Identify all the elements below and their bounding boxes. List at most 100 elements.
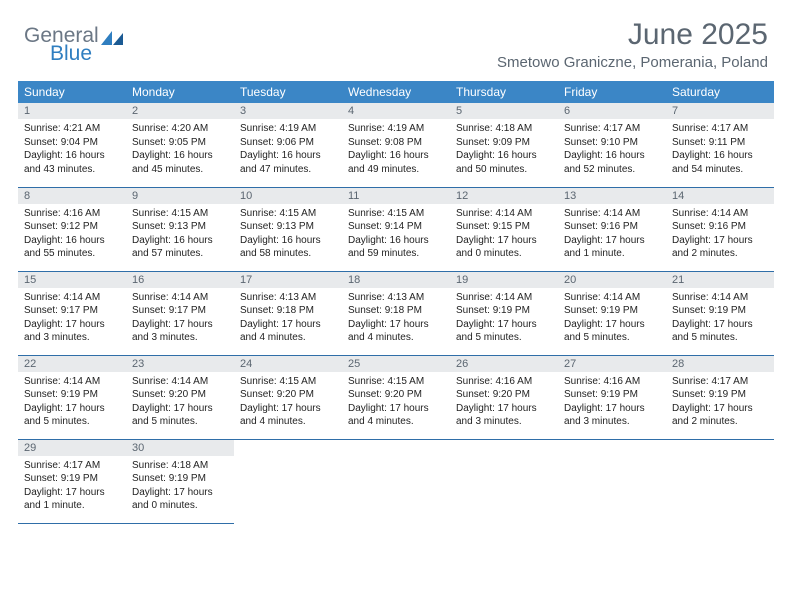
calendar-cell: 14Sunrise: 4:14 AMSunset: 9:16 PMDayligh… [666, 187, 774, 271]
day-number: 8 [18, 188, 126, 204]
calendar-header-row: SundayMondayTuesdayWednesdayThursdayFrid… [18, 81, 774, 103]
calendar-cell: 10Sunrise: 4:15 AMSunset: 9:13 PMDayligh… [234, 187, 342, 271]
calendar-cell [666, 439, 774, 523]
day-number: 9 [126, 188, 234, 204]
calendar-cell: 30Sunrise: 4:18 AMSunset: 9:19 PMDayligh… [126, 439, 234, 523]
day-number: 28 [666, 356, 774, 372]
day-details: Sunrise: 4:14 AMSunset: 9:16 PMDaylight:… [558, 204, 666, 265]
day-details: Sunrise: 4:16 AMSunset: 9:12 PMDaylight:… [18, 204, 126, 265]
day-number: 5 [450, 103, 558, 119]
calendar-cell: 27Sunrise: 4:16 AMSunset: 9:19 PMDayligh… [558, 355, 666, 439]
day-number: 10 [234, 188, 342, 204]
calendar-cell: 9Sunrise: 4:15 AMSunset: 9:13 PMDaylight… [126, 187, 234, 271]
day-details: Sunrise: 4:14 AMSunset: 9:19 PMDaylight:… [18, 372, 126, 433]
day-number: 3 [234, 103, 342, 119]
day-details: Sunrise: 4:14 AMSunset: 9:15 PMDaylight:… [450, 204, 558, 265]
day-details: Sunrise: 4:14 AMSunset: 9:19 PMDaylight:… [558, 288, 666, 349]
day-number: 27 [558, 356, 666, 372]
day-header: Saturday [666, 81, 774, 103]
day-details: Sunrise: 4:15 AMSunset: 9:14 PMDaylight:… [342, 204, 450, 265]
calendar-cell: 8Sunrise: 4:16 AMSunset: 9:12 PMDaylight… [18, 187, 126, 271]
day-details: Sunrise: 4:17 AMSunset: 9:19 PMDaylight:… [666, 372, 774, 433]
calendar-cell: 20Sunrise: 4:14 AMSunset: 9:19 PMDayligh… [558, 271, 666, 355]
day-header: Tuesday [234, 81, 342, 103]
calendar-cell: 2Sunrise: 4:20 AMSunset: 9:05 PMDaylight… [126, 103, 234, 187]
day-details: Sunrise: 4:17 AMSunset: 9:10 PMDaylight:… [558, 119, 666, 180]
calendar-cell: 29Sunrise: 4:17 AMSunset: 9:19 PMDayligh… [18, 439, 126, 523]
calendar-cell: 12Sunrise: 4:14 AMSunset: 9:15 PMDayligh… [450, 187, 558, 271]
calendar-cell [558, 439, 666, 523]
calendar-cell: 5Sunrise: 4:18 AMSunset: 9:09 PMDaylight… [450, 103, 558, 187]
header: GeneralBlue June 2025 Smetowo Graniczne,… [0, 0, 792, 75]
day-number: 25 [342, 356, 450, 372]
month-title: June 2025 [497, 18, 768, 52]
day-details: Sunrise: 4:16 AMSunset: 9:19 PMDaylight:… [558, 372, 666, 433]
day-details: Sunrise: 4:18 AMSunset: 9:19 PMDaylight:… [126, 456, 234, 517]
day-header: Thursday [450, 81, 558, 103]
title-block: June 2025 Smetowo Graniczne, Pomerania, … [497, 18, 768, 71]
day-header: Friday [558, 81, 666, 103]
calendar-week-row: 22Sunrise: 4:14 AMSunset: 9:19 PMDayligh… [18, 355, 774, 439]
day-number: 7 [666, 103, 774, 119]
calendar-cell: 11Sunrise: 4:15 AMSunset: 9:14 PMDayligh… [342, 187, 450, 271]
calendar-week-row: 8Sunrise: 4:16 AMSunset: 9:12 PMDaylight… [18, 187, 774, 271]
day-number: 24 [234, 356, 342, 372]
logo-text-blue: Blue [50, 42, 123, 66]
day-details: Sunrise: 4:14 AMSunset: 9:17 PMDaylight:… [126, 288, 234, 349]
day-details: Sunrise: 4:14 AMSunset: 9:20 PMDaylight:… [126, 372, 234, 433]
calendar-cell: 3Sunrise: 4:19 AMSunset: 9:06 PMDaylight… [234, 103, 342, 187]
calendar-cell: 25Sunrise: 4:15 AMSunset: 9:20 PMDayligh… [342, 355, 450, 439]
calendar-cell [450, 439, 558, 523]
day-details: Sunrise: 4:14 AMSunset: 9:19 PMDaylight:… [450, 288, 558, 349]
day-number: 23 [126, 356, 234, 372]
day-details: Sunrise: 4:15 AMSunset: 9:13 PMDaylight:… [234, 204, 342, 265]
calendar-cell: 4Sunrise: 4:19 AMSunset: 9:08 PMDaylight… [342, 103, 450, 187]
day-details: Sunrise: 4:17 AMSunset: 9:19 PMDaylight:… [18, 456, 126, 517]
day-details: Sunrise: 4:19 AMSunset: 9:08 PMDaylight:… [342, 119, 450, 180]
calendar-cell [234, 439, 342, 523]
calendar-cell: 28Sunrise: 4:17 AMSunset: 9:19 PMDayligh… [666, 355, 774, 439]
day-number: 15 [18, 272, 126, 288]
day-details: Sunrise: 4:14 AMSunset: 9:16 PMDaylight:… [666, 204, 774, 265]
day-number: 12 [450, 188, 558, 204]
calendar-cell: 6Sunrise: 4:17 AMSunset: 9:10 PMDaylight… [558, 103, 666, 187]
day-details: Sunrise: 4:13 AMSunset: 9:18 PMDaylight:… [234, 288, 342, 349]
calendar-cell: 22Sunrise: 4:14 AMSunset: 9:19 PMDayligh… [18, 355, 126, 439]
calendar-cell: 15Sunrise: 4:14 AMSunset: 9:17 PMDayligh… [18, 271, 126, 355]
day-number: 14 [666, 188, 774, 204]
calendar-cell: 7Sunrise: 4:17 AMSunset: 9:11 PMDaylight… [666, 103, 774, 187]
day-header: Wednesday [342, 81, 450, 103]
day-details: Sunrise: 4:14 AMSunset: 9:19 PMDaylight:… [666, 288, 774, 349]
logo: GeneralBlue [24, 24, 123, 66]
day-number: 4 [342, 103, 450, 119]
day-number: 22 [18, 356, 126, 372]
day-details: Sunrise: 4:20 AMSunset: 9:05 PMDaylight:… [126, 119, 234, 180]
day-number: 19 [450, 272, 558, 288]
day-number: 30 [126, 440, 234, 456]
calendar-cell: 24Sunrise: 4:15 AMSunset: 9:20 PMDayligh… [234, 355, 342, 439]
location: Smetowo Graniczne, Pomerania, Poland [497, 54, 768, 71]
day-number: 21 [666, 272, 774, 288]
calendar-cell: 26Sunrise: 4:16 AMSunset: 9:20 PMDayligh… [450, 355, 558, 439]
calendar-cell: 13Sunrise: 4:14 AMSunset: 9:16 PMDayligh… [558, 187, 666, 271]
day-details: Sunrise: 4:15 AMSunset: 9:13 PMDaylight:… [126, 204, 234, 265]
calendar-body: 1Sunrise: 4:21 AMSunset: 9:04 PMDaylight… [18, 103, 774, 523]
day-header: Sunday [18, 81, 126, 103]
day-details: Sunrise: 4:14 AMSunset: 9:17 PMDaylight:… [18, 288, 126, 349]
day-number: 18 [342, 272, 450, 288]
calendar-cell [342, 439, 450, 523]
day-number: 1 [18, 103, 126, 119]
day-number: 6 [558, 103, 666, 119]
day-number: 16 [126, 272, 234, 288]
day-number: 29 [18, 440, 126, 456]
calendar-cell: 19Sunrise: 4:14 AMSunset: 9:19 PMDayligh… [450, 271, 558, 355]
day-number: 20 [558, 272, 666, 288]
day-details: Sunrise: 4:15 AMSunset: 9:20 PMDaylight:… [342, 372, 450, 433]
calendar-week-row: 15Sunrise: 4:14 AMSunset: 9:17 PMDayligh… [18, 271, 774, 355]
day-number: 26 [450, 356, 558, 372]
day-details: Sunrise: 4:17 AMSunset: 9:11 PMDaylight:… [666, 119, 774, 180]
day-number: 11 [342, 188, 450, 204]
calendar-table: SundayMondayTuesdayWednesdayThursdayFrid… [18, 81, 774, 524]
day-details: Sunrise: 4:21 AMSunset: 9:04 PMDaylight:… [18, 119, 126, 180]
day-details: Sunrise: 4:15 AMSunset: 9:20 PMDaylight:… [234, 372, 342, 433]
